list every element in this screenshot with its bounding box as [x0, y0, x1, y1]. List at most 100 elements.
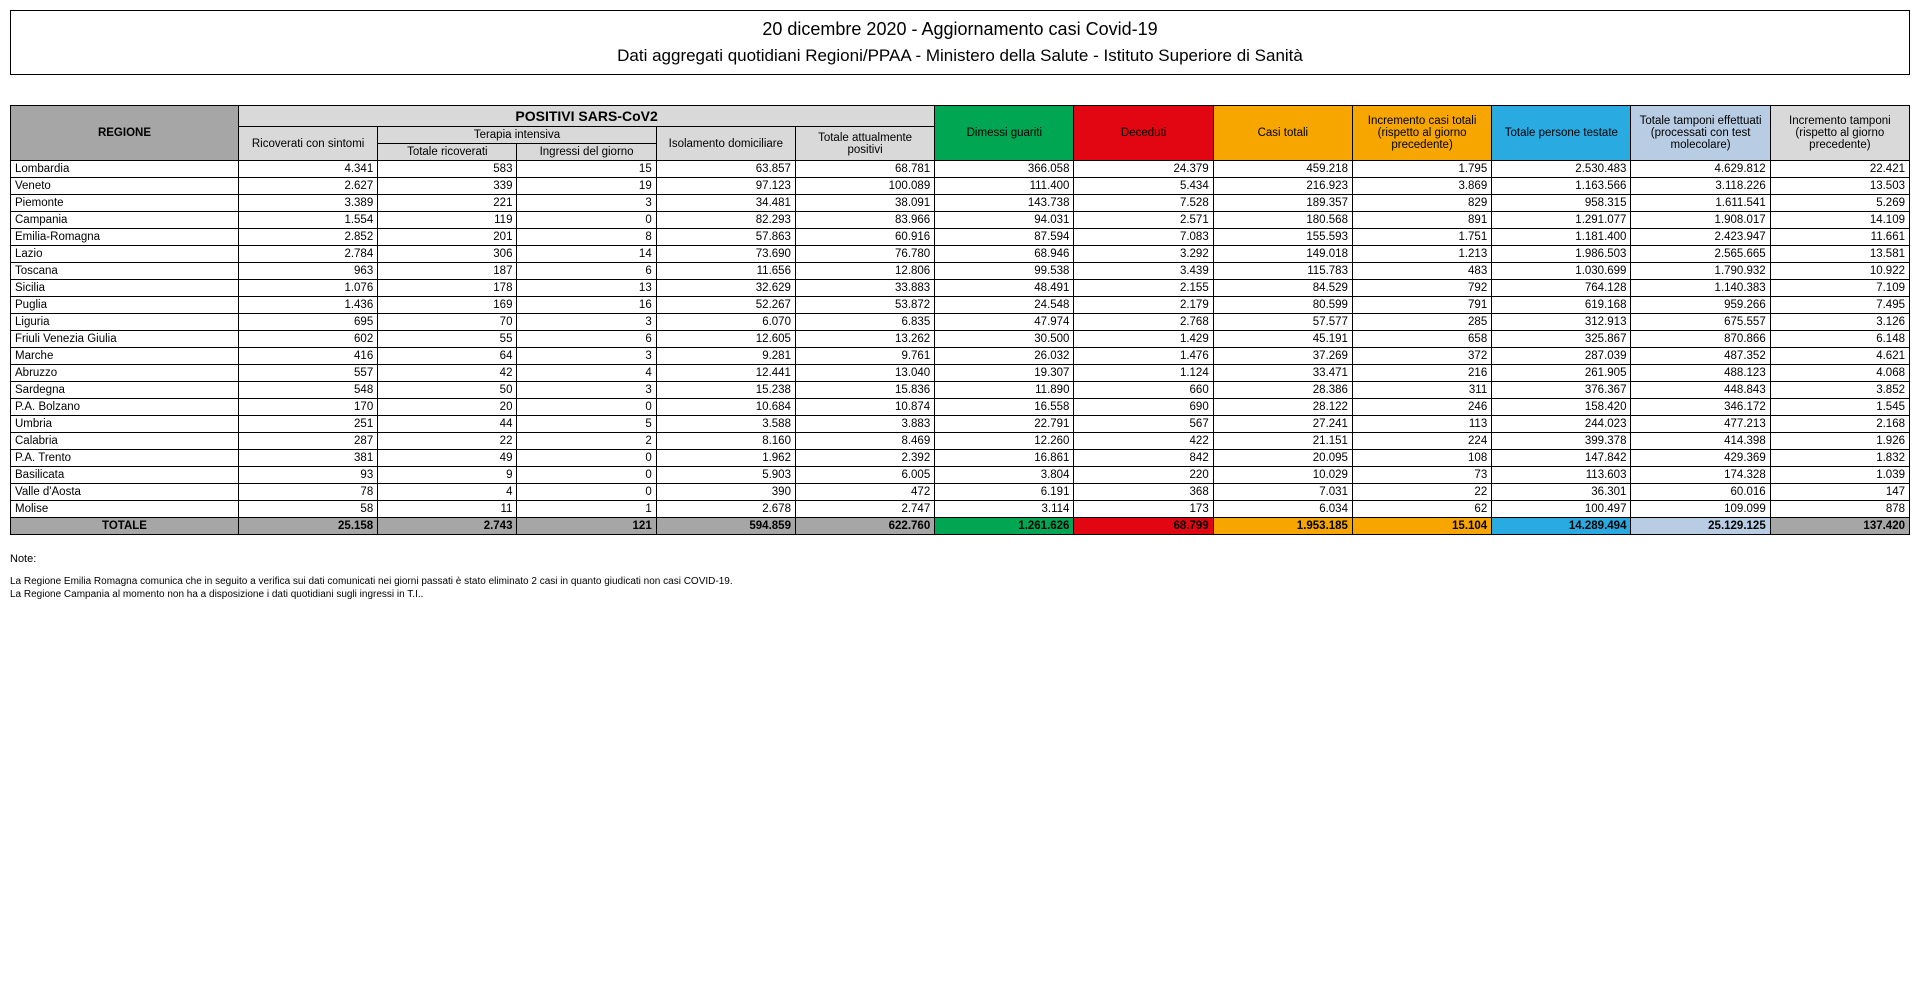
cell-total-value: 1.261.626	[935, 518, 1074, 535]
cell-total-value: 25.158	[238, 518, 377, 535]
table-row: Umbria2514453.5883.88322.79156727.241113…	[11, 416, 1910, 433]
cell-region: Toscana	[11, 263, 239, 280]
cell-value: 53.872	[795, 297, 934, 314]
cell-value: 3.118.226	[1631, 178, 1770, 195]
cell-value: 2.678	[656, 501, 795, 518]
cell-value: 346.172	[1631, 399, 1770, 416]
cell-value: 5.269	[1770, 195, 1909, 212]
cell-value: 246	[1352, 399, 1491, 416]
cell-value: 28.122	[1213, 399, 1352, 416]
cell-value: 4.341	[238, 161, 377, 178]
cell-value: 0	[517, 212, 656, 229]
cell-value: 399.378	[1492, 433, 1631, 450]
table-header: REGIONE POSITIVI SARS-CoV2 Dimessi guari…	[11, 106, 1910, 161]
cell-region: Calabria	[11, 433, 239, 450]
cell-value: 158.420	[1492, 399, 1631, 416]
cell-value: 963	[238, 263, 377, 280]
cell-region: Valle d'Aosta	[11, 484, 239, 501]
cell-value: 16	[517, 297, 656, 314]
cell-value: 220	[1074, 467, 1213, 484]
cell-value: 557	[238, 365, 377, 382]
cell-value: 10.922	[1770, 263, 1909, 280]
cell-value: 891	[1352, 212, 1491, 229]
cell-value: 224	[1352, 433, 1491, 450]
cell-value: 483	[1352, 263, 1491, 280]
cell-value: 829	[1352, 195, 1491, 212]
cell-region: Friuli Venezia Giulia	[11, 331, 239, 348]
cell-value: 15	[517, 161, 656, 178]
table-row: Friuli Venezia Giulia60255612.60513.2623…	[11, 331, 1910, 348]
cell-value: 10.874	[795, 399, 934, 416]
cell-value: 2.565.665	[1631, 246, 1770, 263]
cell-value: 20.095	[1213, 450, 1352, 467]
cell-value: 416	[238, 348, 377, 365]
cell-value: 311	[1352, 382, 1491, 399]
cell-value: 42	[378, 365, 517, 382]
cell-value: 68.946	[935, 246, 1074, 263]
cell-value: 1.436	[238, 297, 377, 314]
cell-value: 414.398	[1631, 433, 1770, 450]
table-row: Calabria2872228.1608.46912.26042221.1512…	[11, 433, 1910, 450]
cell-value: 3.292	[1074, 246, 1213, 263]
cell-total-value: 14.289.494	[1492, 518, 1631, 535]
cell-value: 1.795	[1352, 161, 1491, 178]
cell-value: 1.476	[1074, 348, 1213, 365]
cell-value: 82.293	[656, 212, 795, 229]
col-ricoverati: Ricoverati con sintomi	[238, 127, 377, 161]
cell-value: 5.903	[656, 467, 795, 484]
cell-value: 3.852	[1770, 382, 1909, 399]
cell-value: 63.857	[656, 161, 795, 178]
cell-value: 4.068	[1770, 365, 1909, 382]
cell-value: 216	[1352, 365, 1491, 382]
cell-value: 173	[1074, 501, 1213, 518]
cell-value: 201	[378, 229, 517, 246]
cell-value: 60.016	[1631, 484, 1770, 501]
col-incremento-casi: Incremento casi totali (rispetto al gior…	[1352, 106, 1491, 161]
cell-value: 619.168	[1492, 297, 1631, 314]
cell-value: 16.558	[935, 399, 1074, 416]
cell-value: 658	[1352, 331, 1491, 348]
col-terapia-totale: Totale ricoverati	[378, 144, 517, 161]
cell-value: 180.568	[1213, 212, 1352, 229]
cell-value: 7.109	[1770, 280, 1909, 297]
notes-title: Note:	[10, 553, 1910, 565]
cell-value: 147.842	[1492, 450, 1631, 467]
cell-value: 27.241	[1213, 416, 1352, 433]
cell-value: 422	[1074, 433, 1213, 450]
cell-value: 80.599	[1213, 297, 1352, 314]
cell-value: 660	[1074, 382, 1213, 399]
cell-value: 58	[238, 501, 377, 518]
cell-total-value: 25.129.125	[1631, 518, 1770, 535]
cell-value: 73.690	[656, 246, 795, 263]
header-title: 20 dicembre 2020 - Aggiornamento casi Co…	[11, 19, 1909, 40]
cell-value: 189.357	[1213, 195, 1352, 212]
cell-value: 1.751	[1352, 229, 1491, 246]
cell-value: 1.790.932	[1631, 263, 1770, 280]
cell-value: 1.291.077	[1492, 212, 1631, 229]
cell-value: 28.386	[1213, 382, 1352, 399]
col-group-terapia: Terapia intensiva	[378, 127, 657, 144]
cell-value: 2.179	[1074, 297, 1213, 314]
cell-region: Sicilia	[11, 280, 239, 297]
cell-value: 38.091	[795, 195, 934, 212]
cell-value: 12.806	[795, 263, 934, 280]
cell-total-value: 15.104	[1352, 518, 1491, 535]
table-row: Basilicata93905.9036.0053.80422010.02973…	[11, 467, 1910, 484]
table-row: Marche4166439.2819.76126.0321.47637.2693…	[11, 348, 1910, 365]
cell-value: 78	[238, 484, 377, 501]
cell-value: 448.843	[1631, 382, 1770, 399]
cell-value: 1.124	[1074, 365, 1213, 382]
cell-value: 13.503	[1770, 178, 1909, 195]
cell-value: 55	[378, 331, 517, 348]
table-row: P.A. Trento3814901.9622.39216.86184220.0…	[11, 450, 1910, 467]
cell-value: 1.076	[238, 280, 377, 297]
cell-value: 7.495	[1770, 297, 1909, 314]
cell-value: 73	[1352, 467, 1491, 484]
cell-value: 76.780	[795, 246, 934, 263]
cell-value: 2.530.483	[1492, 161, 1631, 178]
cell-value: 143.738	[935, 195, 1074, 212]
col-terapia-ingressi: Ingressi del giorno	[517, 144, 656, 161]
cell-value: 187	[378, 263, 517, 280]
table-row: Lombardia4.3415831563.85768.781366.05824…	[11, 161, 1910, 178]
cell-value: 119	[378, 212, 517, 229]
